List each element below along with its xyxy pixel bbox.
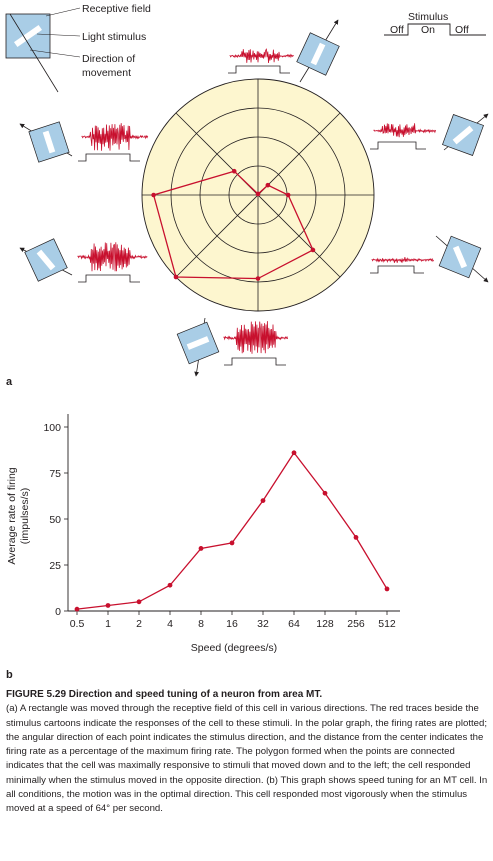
stimulus-key-off-1: Off — [390, 24, 404, 36]
trace-stimulus-down-left — [78, 274, 140, 283]
legend-direction: Direction of — [82, 53, 135, 65]
stimulus-key: Stimulus Off On Off — [384, 11, 486, 36]
x-tick-label-6: 32 — [257, 618, 269, 630]
speed-chart: 0 25 50 75 100 0.5 1 2 4 8 16 32 64 128 256 512 Speed (d… — [6, 414, 400, 654]
polar-graph — [141, 78, 375, 312]
x-tick-label-10: 512 — [378, 618, 396, 630]
light-stimulus-bar — [13, 24, 43, 48]
cartoon-down — [176, 317, 220, 377]
speed-point-4 — [167, 582, 173, 588]
x-tick-label-7: 64 — [288, 618, 300, 630]
x-tick-label-5: 16 — [226, 618, 238, 630]
cartoon-bar-down — [186, 336, 210, 350]
legend-movement: movement — [82, 67, 131, 79]
trace-stimulus-up-right — [370, 141, 426, 150]
legend-receptive-field: Receptive field — [82, 3, 151, 15]
direction-line — [9, 13, 59, 93]
cartoon-bar-up — [310, 42, 326, 66]
caption-title: FIGURE 5.29 Direction and speed tuning o… — [6, 689, 323, 700]
trace-down-left — [77, 242, 148, 283]
cartoon-bar-up-right — [452, 125, 474, 145]
cartoon-bar-right — [452, 245, 468, 269]
x-tick-label-8: 128 — [316, 618, 334, 630]
speed-point-256 — [353, 535, 359, 540]
trace-up-right — [370, 123, 436, 150]
y-tick-label-0: 0 — [55, 606, 61, 618]
trace-signal-left — [81, 123, 149, 151]
trace-down — [223, 321, 289, 366]
x-tick-label-0: 0.5 — [70, 618, 85, 630]
trace-stimulus-down — [224, 357, 286, 366]
legend-light-stimulus: Light stimulus — [82, 31, 146, 43]
trace-signal-right — [371, 257, 434, 264]
cartoon-down-left — [19, 238, 73, 282]
trace-up — [228, 48, 294, 74]
polar-point-135 — [231, 168, 237, 174]
polar-point-270 — [255, 276, 261, 281]
speed-point-16 — [229, 540, 235, 546]
legend: Receptive field Light stimulus Direction… — [5, 3, 151, 93]
polar-point-45 — [265, 182, 271, 188]
x-tick-label-2: 2 — [136, 618, 142, 630]
speed-point-2 — [136, 599, 142, 605]
panel-b-label: b — [6, 669, 13, 681]
figure: Receptive field Light stimulus Direction… — [5, 3, 489, 681]
cartoon-left — [19, 121, 73, 163]
trace-stimulus-up — [228, 65, 290, 74]
cartoon-right — [435, 235, 489, 283]
trace-stimulus-right — [370, 265, 424, 274]
cartoon-bar-down-left — [36, 249, 56, 271]
x-axis-label: Speed (degrees/s) — [191, 642, 277, 654]
polar-point-90 — [255, 191, 261, 197]
y-tick-label-50: 50 — [49, 514, 61, 526]
stimulus-key-on: On — [421, 24, 435, 36]
speed-point-64 — [291, 450, 297, 456]
cartoon-up — [296, 19, 340, 83]
caption-body: (a) A rectangle was moved through the re… — [6, 703, 488, 815]
figure-caption: FIGURE 5.29 Direction and speed tuning o… — [6, 688, 490, 817]
trace-signal-up-right — [373, 123, 436, 138]
stimulus-cartoons — [19, 19, 489, 377]
speed-point-512 — [384, 586, 390, 592]
trace-right — [370, 257, 434, 274]
speed-point-1 — [105, 603, 111, 608]
x-tick-label-4: 8 — [198, 618, 204, 630]
y-axis-label: Average rate of firing — [6, 467, 18, 564]
speed-line — [76, 451, 388, 610]
speed-point-128 — [322, 490, 328, 496]
speed-point-32 — [260, 498, 266, 503]
x-tick-label-1: 1 — [105, 618, 111, 630]
y-tick-label-75: 75 — [49, 468, 61, 480]
speed-point-0.5 — [74, 606, 80, 612]
cartoon-up-right — [442, 113, 489, 156]
y-tick-label-100: 100 — [43, 422, 61, 434]
trace-left — [78, 123, 149, 162]
y-tick-label-25: 25 — [49, 560, 61, 572]
stimulus-key-off-2: Off — [455, 24, 469, 36]
polar-point-180 — [151, 192, 156, 198]
y-axis-label-units: (impulses/s) — [19, 488, 31, 545]
cartoon-bar-left — [42, 130, 56, 154]
x-tick-label-3: 4 — [167, 618, 173, 630]
polar-point-225 — [173, 274, 179, 280]
stimulus-key-title: Stimulus — [408, 11, 448, 23]
trace-signal-down-left — [77, 242, 148, 272]
panel-a-label: a — [6, 376, 13, 388]
x-tick-label-9: 256 — [347, 618, 365, 630]
trace-signal-up — [229, 48, 294, 64]
polar-point-315 — [310, 247, 316, 253]
polar-point-0 — [285, 192, 291, 198]
speed-point-8 — [198, 546, 204, 551]
trace-stimulus-left — [78, 153, 140, 162]
trace-signal-down — [223, 321, 289, 354]
